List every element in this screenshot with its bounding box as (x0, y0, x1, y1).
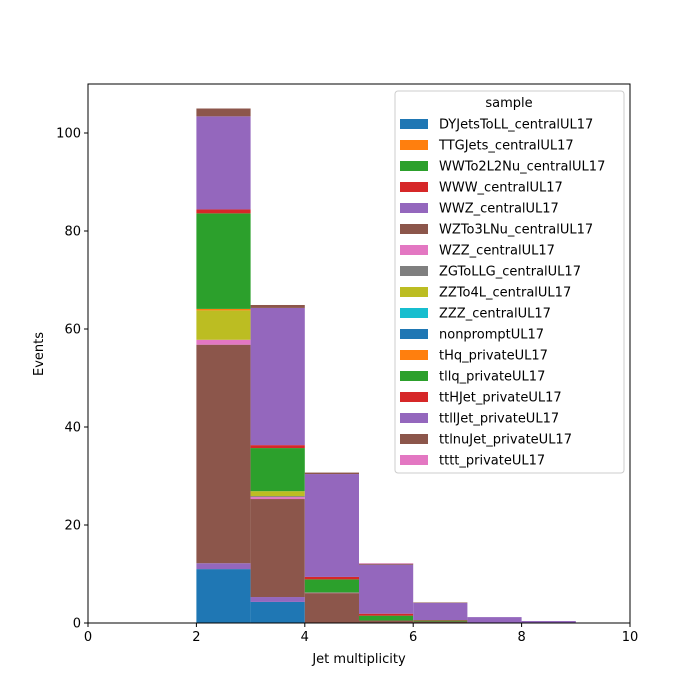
x-tick-label: 8 (517, 630, 525, 645)
legend-swatch (400, 161, 428, 171)
legend-swatch (400, 203, 428, 213)
legend-swatch (400, 224, 428, 234)
legend-entries: DYJetsToLL_centralUL17 TTGJets_centralUL1… (400, 118, 605, 469)
legend-label: TTGJets_centralUL17 (438, 139, 574, 154)
plot-frame (87, 83, 631, 624)
legend-label: ZZTo4L_centralUL17 (439, 286, 571, 301)
bar-WZTo3LNu_centralUL17-bin-2 (304, 593, 359, 623)
bar-WZTo3LNu_centralUL17-bin-0 (196, 344, 251, 564)
y-axis-label: Events (32, 332, 47, 376)
legend-label: ttlnuJet_privateUL17 (439, 433, 572, 448)
bar-tHq_privateUL17-bin-0 (196, 308, 251, 311)
legend-swatch (400, 245, 428, 255)
bar-ttlnuJet_privateUL17-bin-2 (304, 472, 359, 475)
x-tick-label: 0 (84, 630, 92, 645)
bar-tllq_privateUL17-bin-0 (196, 213, 251, 309)
bar-ttHJet_privateUL17-bin-0 (196, 209, 251, 214)
y-tick-label: 80 (64, 225, 81, 240)
legend-label: ttHJet_privateUL17 (439, 391, 562, 406)
bar-ttHJet_privateUL17-bin-3 (359, 613, 414, 616)
legend-label: ttllJet_privateUL17 (439, 412, 559, 427)
bar-WWZ_centralUL17-bin-1 (250, 597, 305, 602)
legend-swatch (400, 413, 428, 423)
bar-ttllJet_privateUL17-bin-4 (413, 602, 468, 621)
legend-label: WWW_centralUL17 (439, 181, 563, 196)
legend-swatch (400, 329, 428, 339)
bar-ttllJet_privateUL17-bin-1 (250, 307, 305, 446)
legend-label: tllq_privateUL17 (439, 370, 545, 385)
legend-frame (394, 90, 625, 474)
bar-WZZ_centralUL17-bin-0 (196, 339, 251, 345)
legend-swatch (400, 371, 428, 381)
bar-ttllJet_privateUL17-bin-6 (521, 621, 576, 623)
legend-label: nonpromptUL17 (439, 328, 544, 343)
bar-tllq_privateUL17-bin-1 (250, 448, 305, 492)
legend-swatch (400, 266, 428, 276)
bar-WZTo3LNu_centralUL17-bin-3 (359, 620, 414, 623)
bar-WZZ_centralUL17-bin-1 (250, 497, 305, 500)
bar-ttlnuJet_privateUL17-bin-1 (250, 304, 305, 308)
x-axis-label: Jet multiplicity (311, 652, 406, 667)
y-axis: 0 20 40 60 80 100 (56, 127, 88, 632)
bar-ttllJet_privateUL17-bin-2 (304, 474, 359, 577)
bar-ttllJet_privateUL17-bin-5 (467, 617, 522, 623)
bar-WZTo3LNu_centralUL17-bin-4 (413, 621, 468, 623)
y-tick-label: 20 (64, 519, 81, 534)
legend-label: WZTo3LNu_centralUL17 (439, 223, 593, 238)
bar-ttHJet_privateUL17-bin-1 (250, 445, 305, 449)
legend-swatch (400, 287, 428, 297)
bar-tllq_privateUL17-bin-2 (304, 579, 359, 593)
bar-ttllJet_privateUL17-bin-3 (359, 564, 414, 614)
bar-ZGToLLG_centralUL17-bin-1 (250, 496, 305, 498)
bar-ttlnuJet_privateUL17-bin-3 (359, 563, 414, 565)
legend-swatch (400, 182, 428, 192)
bar-tllq_privateUL17-bin-3 (359, 615, 414, 621)
x-tick-label: 6 (409, 630, 417, 645)
y-tick-label: 40 (64, 421, 81, 436)
legend-swatch (400, 119, 428, 129)
bar-ttHJet_privateUL17-bin-2 (304, 576, 359, 580)
bar-tllq_privateUL17-bin-4 (413, 620, 468, 622)
legend: sample DYJetsToLL_centralUL17 TTGJets_cen… (394, 90, 625, 474)
x-tick-label: 2 (192, 630, 200, 645)
x-tick-label: 10 (622, 630, 639, 645)
bar-WZTo3LNu_centralUL17-bin-1 (250, 499, 305, 598)
legend-label: WWZ_centralUL17 (439, 202, 559, 217)
legend-title: sample (485, 96, 532, 111)
bar-ttllJet_privateUL17-bin-0 (196, 116, 251, 210)
x-axis: 0 2 4 6 8 10 (84, 623, 638, 645)
bar-ttlnuJet_privateUL17-bin-0 (196, 108, 251, 117)
bar-ZZTo4L_centralUL17-bin-0 (196, 310, 251, 340)
x-tick-label: 4 (301, 630, 309, 645)
legend-label: WZZ_centralUL17 (439, 244, 555, 259)
legend-label: tHq_privateUL17 (439, 349, 548, 364)
legend-label: ZGToLLG_centralUL17 (439, 265, 581, 280)
legend-label: ZZZ_centralUL17 (439, 307, 551, 322)
y-tick-label: 60 (64, 323, 81, 338)
legend-swatch (400, 140, 428, 150)
legend-label: tttt_privateUL17 (439, 454, 545, 469)
legend-swatch (400, 350, 428, 360)
legend-swatch (400, 455, 428, 465)
bar-ZZTo4L_centralUL17-bin-1 (250, 491, 305, 497)
legend-swatch (400, 434, 428, 444)
legend-swatch (400, 392, 428, 402)
y-tick-label: 100 (56, 127, 81, 142)
bar-DYJetsToLL_centralUL17-bin-1 (250, 601, 305, 623)
y-tick-label: 0 (73, 617, 81, 632)
legend-swatch (400, 308, 428, 318)
bar-WWZ_centralUL17-bin-0 (196, 563, 251, 570)
bar-DYJetsToLL_centralUL17-bin-0 (196, 569, 251, 623)
legend-label: DYJetsToLL_centralUL17 (439, 118, 593, 133)
legend-label: WWTo2L2Nu_centralUL17 (439, 160, 605, 175)
stacked-bars (196, 108, 576, 623)
